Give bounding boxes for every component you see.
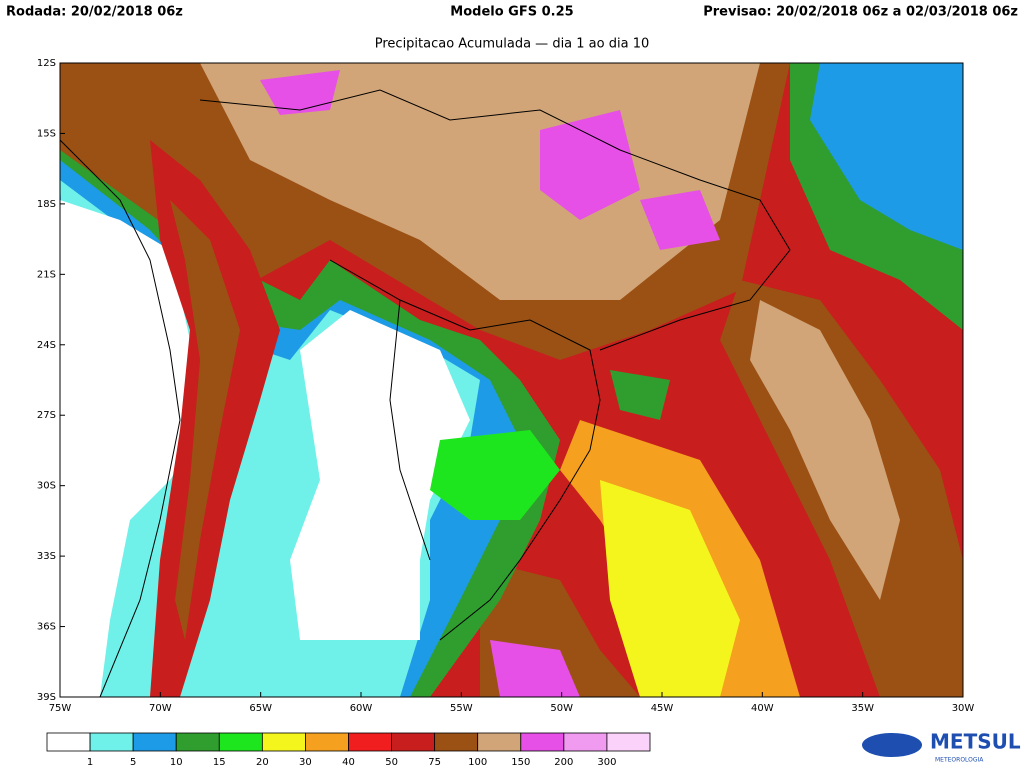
- colorbar-swatch: [606, 732, 651, 752]
- colorbar-label: 200: [554, 757, 573, 768]
- model-label: Modelo GFS 0.25: [450, 5, 573, 20]
- colorbar-label: 75: [428, 757, 441, 768]
- colorbar-label: 10: [170, 757, 183, 768]
- lon-label: 75W: [49, 703, 72, 714]
- borders: [59, 89, 791, 698]
- colorbar-swatch: [520, 732, 565, 752]
- lon-label: 50W: [550, 703, 573, 714]
- colorbar-label: 100: [468, 757, 487, 768]
- lat-label: 12S: [37, 58, 56, 69]
- lat-label: 36S: [37, 622, 56, 633]
- map-frame: [59, 62, 964, 698]
- run-label: Rodada: 20/02/2018 06z: [6, 5, 183, 20]
- colorbar-label: 15: [213, 757, 226, 768]
- precip-field: [60, 63, 963, 697]
- logo-name: METSUL: [930, 730, 1021, 754]
- lon-label: 30W: [952, 703, 975, 714]
- lon-label: 45W: [651, 703, 674, 714]
- colorbar-swatch: [261, 732, 306, 752]
- colorbar-swatch: [305, 732, 349, 752]
- colorbar-label: 300: [597, 757, 616, 768]
- colorbar-swatch: [391, 732, 436, 752]
- lat-label: 39S: [37, 692, 56, 703]
- colorbar-swatch: [132, 732, 177, 752]
- colorbar-swatch: [175, 732, 220, 752]
- colorbar-swatch: [563, 732, 608, 752]
- colorbar: 1 5 10 15 20 30 40 50 75 100 150 200 300: [46, 732, 651, 768]
- lat-label: 33S: [37, 551, 56, 562]
- lon-label: 40W: [751, 703, 774, 714]
- colorbar-label: 150: [511, 757, 530, 768]
- colorbar-label: 30: [299, 757, 312, 768]
- lon-label: 35W: [851, 703, 874, 714]
- logo-globe: [862, 733, 922, 757]
- lat-label: 30S: [37, 481, 56, 492]
- colorbar-label: 20: [256, 757, 269, 768]
- colorbar-swatch: [477, 732, 522, 752]
- lat-label: 18S: [37, 199, 56, 210]
- lat-label: 27S: [37, 410, 56, 421]
- colorbar-swatch: [434, 732, 479, 752]
- colorbar-label: 5: [130, 757, 136, 768]
- colorbar-label: 50: [385, 757, 398, 768]
- colorbar-label: 1: [87, 757, 93, 768]
- forecast-label: Previsao: 20/02/2018 06z a 02/03/2018 06…: [703, 5, 1018, 20]
- lat-label: 21S: [37, 269, 56, 280]
- colorbar-swatch: [46, 732, 91, 752]
- subtitle: Precipitacao Acumulada — dia 1 ao dia 10: [375, 37, 650, 52]
- colorbar-label: 40: [342, 757, 355, 768]
- lon-label: 60W: [350, 703, 373, 714]
- lat-label: 15S: [37, 128, 56, 139]
- lon-label: 55W: [450, 703, 473, 714]
- lon-label: 65W: [249, 703, 272, 714]
- colorbar-swatch: [218, 732, 263, 752]
- logo-tagline: METEOROLOGIA: [935, 757, 984, 764]
- lat-label: 24S: [37, 340, 56, 351]
- lon-label: 70W: [149, 703, 172, 714]
- colorbar-swatch: [348, 732, 392, 752]
- colorbar-swatch: [89, 732, 134, 752]
